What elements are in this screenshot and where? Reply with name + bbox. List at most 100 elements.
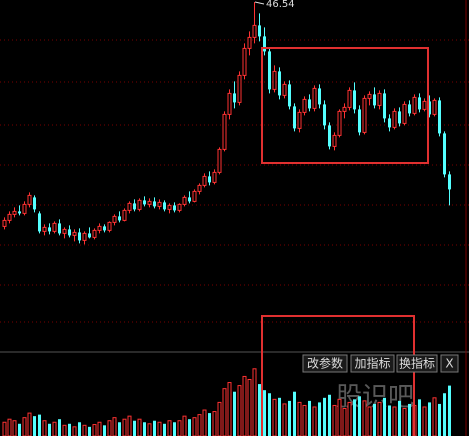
volume-bar [247, 378, 252, 436]
volume-bar [182, 415, 187, 436]
candle-body [33, 197, 36, 210]
volume-bar [202, 409, 207, 436]
candle-body [278, 71, 281, 96]
candle-body [353, 90, 356, 110]
volume-bar [408, 403, 411, 436]
volume-bar [418, 399, 421, 436]
candle-body [217, 148, 222, 173]
candle-body [268, 51, 271, 90]
volume-bar [78, 422, 81, 436]
candle-body [297, 111, 302, 129]
candle-body [398, 111, 401, 124]
candle-body [188, 197, 191, 202]
volume-bar [153, 420, 156, 436]
volume-bar [167, 420, 172, 436]
candle-body [247, 36, 252, 49]
candle-body [383, 93, 386, 119]
candle-body [58, 223, 61, 234]
candle-body [242, 47, 247, 76]
candle-body [293, 106, 296, 129]
candle-body [332, 134, 337, 147]
candle-body [438, 100, 441, 134]
button-label[interactable]: 改参数 [307, 356, 343, 371]
candle-body [18, 211, 21, 214]
candle-body [392, 110, 397, 128]
volume-bar [392, 406, 397, 436]
candle-body [38, 213, 41, 232]
annotation-box [261, 47, 429, 164]
button-frame [396, 354, 438, 373]
toolbar-button[interactable]: 改参数 [302, 354, 348, 373]
candle-body [302, 98, 307, 113]
volume-bar [188, 419, 191, 436]
candle-body [177, 203, 182, 211]
volume-bar [68, 423, 71, 436]
candle-body [137, 199, 142, 210]
volume-bar [7, 418, 12, 436]
volume-bar [312, 406, 317, 436]
candle-body [347, 89, 352, 108]
volume-bar [12, 420, 17, 436]
volume-bar [22, 417, 27, 436]
button-label[interactable]: X [445, 357, 453, 371]
button-label[interactable]: 换指标 [399, 356, 435, 371]
candle-body [48, 227, 51, 232]
candle-body [418, 97, 421, 110]
candle-body [163, 202, 166, 210]
candle-body [448, 174, 451, 190]
candle-body [227, 92, 232, 115]
candle-body [428, 101, 431, 115]
volume-bar [438, 403, 441, 436]
toolbar-button[interactable]: X [440, 354, 459, 373]
candle-body [402, 103, 407, 124]
volume-bar [402, 408, 407, 436]
candle-body [263, 36, 266, 52]
candle-body [412, 96, 417, 114]
volume-bar [328, 394, 331, 436]
button-label[interactable]: 加指标 [354, 356, 390, 371]
volume-bar [217, 401, 222, 436]
candle-body [78, 232, 81, 241]
candle-body [122, 209, 127, 221]
volume-bar [388, 405, 391, 436]
candle-body [212, 171, 217, 183]
volume-bar [18, 423, 21, 436]
volume-bar [48, 423, 51, 436]
candle-body [153, 201, 156, 207]
volume-bar [297, 401, 302, 436]
candle-body [118, 216, 121, 221]
button-frame [350, 354, 395, 373]
volume-bar [143, 422, 146, 436]
candle-body [272, 70, 277, 90]
candle-body [337, 110, 342, 136]
candle-body [373, 94, 376, 106]
volume-bar [383, 397, 386, 436]
candle-body [82, 232, 87, 241]
candle-body [318, 88, 321, 105]
candle-body [408, 104, 411, 114]
candle-body [197, 184, 202, 192]
volume-bar [252, 368, 257, 436]
volume-bar [118, 422, 121, 436]
volume-bar [318, 402, 321, 436]
volume-bar [282, 403, 287, 436]
candle-body [328, 125, 331, 147]
candle-body [208, 176, 211, 183]
volume-bar [342, 408, 347, 436]
toolbar-button[interactable]: 换指标 [396, 354, 438, 373]
volume-bar [237, 385, 242, 436]
volume-bar [27, 412, 32, 436]
volume-bar [177, 420, 182, 436]
toolbar-button[interactable]: 加指标 [350, 354, 395, 373]
volume-bar [82, 424, 87, 436]
volume-bar [52, 421, 57, 436]
candle-body [323, 104, 326, 126]
peak-pointer [254, 1, 265, 5]
volume-bar [157, 421, 162, 436]
candle-body [88, 233, 91, 238]
volume-bar [263, 390, 266, 436]
candle-body [42, 226, 47, 232]
volume-bar [272, 398, 277, 436]
volume-bar [323, 397, 326, 436]
volume-bar [373, 403, 376, 436]
